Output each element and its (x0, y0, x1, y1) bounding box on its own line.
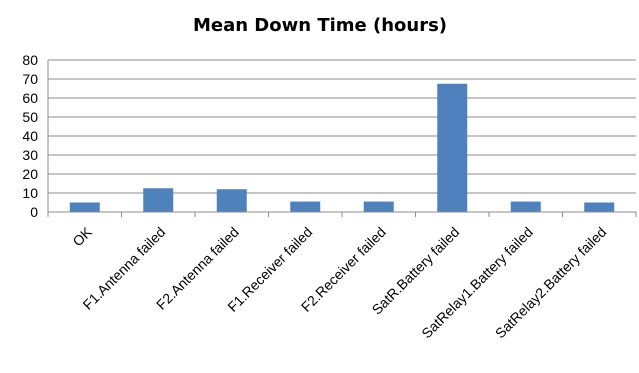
y-tick-label: 30 (22, 147, 38, 163)
y-tick-label: 50 (22, 109, 38, 125)
y-tick-label: 70 (22, 71, 38, 87)
y-tick-label: 60 (22, 90, 38, 106)
axes (47, 60, 637, 217)
bars (69, 83, 615, 212)
y-tick-label: 40 (22, 128, 38, 144)
y-axis-ticks: 0 10 20 30 40 50 60 70 80 (22, 52, 38, 220)
bar (143, 188, 174, 212)
bar (363, 201, 394, 212)
bar (510, 201, 541, 212)
bar (584, 202, 615, 212)
y-tick-label: 80 (22, 52, 38, 68)
y-tick-label: 20 (22, 166, 38, 182)
bar (216, 189, 247, 212)
x-category-label: OK (69, 223, 95, 249)
bar (69, 202, 100, 212)
chart-title: Mean Down Time (hours) (193, 15, 447, 36)
y-tick-label: 10 (22, 185, 38, 201)
bar (290, 201, 321, 212)
y-tick-label: 0 (30, 204, 38, 220)
bar (437, 83, 468, 212)
gridlines (48, 59, 636, 194)
